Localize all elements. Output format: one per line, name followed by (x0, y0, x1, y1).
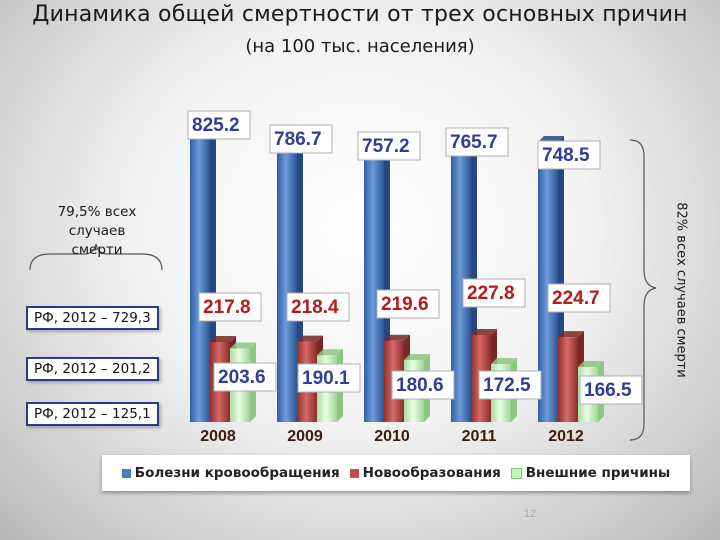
value-label-box (187, 110, 251, 140)
value-label-box (462, 278, 526, 308)
legend-swatch-red (349, 468, 359, 478)
rf-external-box: РФ, 2012 – 125,1 (26, 402, 159, 426)
value-label-group: 765.7 (445, 127, 509, 157)
value-label-group: 203.6 (213, 362, 277, 392)
value-label: 180.6 (396, 375, 444, 396)
value-label-group: 180.6 (391, 370, 455, 400)
share-note-left: 79,5% всех случаев смерти (42, 203, 152, 260)
value-label-box (445, 127, 509, 157)
value-label-group: 172.5 (478, 370, 542, 400)
value-label-box (286, 292, 350, 322)
value-label: 218.4 (291, 297, 339, 318)
legend-label: Болезни кровообращения (134, 465, 340, 481)
value-label: 190.1 (302, 368, 350, 389)
value-label-box (478, 370, 542, 400)
value-label: 748.5 (542, 145, 590, 166)
value-label: 217.8 (203, 297, 251, 318)
legend-item: Новообразования (349, 465, 501, 481)
rf-neoplasms-box: РФ, 2012 – 201,2 (26, 357, 159, 381)
bar-top (317, 349, 343, 356)
x-tick-label: 2008 (200, 428, 236, 445)
value-label: 786.7 (274, 129, 322, 150)
value-label-group: 825.2 (187, 110, 251, 140)
page-number: 12 (523, 508, 537, 520)
bar-circulatory (538, 142, 558, 422)
value-label-box (579, 375, 643, 405)
legend-swatch-blue (121, 468, 131, 478)
bar-circulatory (364, 140, 384, 422)
x-tick-label: 2009 (287, 428, 323, 445)
x-tick-label: 2011 (462, 428, 497, 445)
right-brace (629, 139, 657, 441)
x-tick-label: 2010 (374, 428, 410, 445)
value-label: 219.6 (381, 294, 429, 315)
value-label: 224.7 (552, 288, 600, 309)
share-note-line: 79,5% всех (57, 204, 137, 220)
value-label-group: 757.2 (357, 131, 421, 161)
value-label-box (213, 362, 277, 392)
bar-top (384, 334, 410, 341)
value-label: 166.5 (584, 380, 632, 401)
bar-top (491, 358, 517, 364)
bar-top (578, 361, 604, 367)
share-note-line: смерти (71, 242, 123, 258)
value-label-group: 166.5 (579, 375, 643, 405)
value-label: 203.6 (218, 367, 266, 388)
bar-top (210, 336, 236, 342)
bar-circulatory (451, 139, 471, 423)
chart-title: Динамика общей смертности от трех основн… (32, 2, 688, 27)
value-label-box (547, 283, 611, 313)
share-note-right: 82% всех случаев смерти (673, 202, 689, 378)
x-tick-label: 2012 (548, 428, 584, 445)
value-label-box (297, 363, 361, 393)
chart-subtitle: (на 100 тыс. населения) (245, 36, 475, 57)
value-label-box (537, 140, 601, 170)
value-label-group: 227.8 (462, 278, 526, 308)
value-label-group: 217.8 (198, 292, 262, 322)
bar-top (471, 329, 497, 335)
bar-top (558, 331, 584, 338)
value-label-group: 219.6 (376, 289, 440, 319)
value-label-box (357, 131, 421, 161)
legend-item: Внешние причины (510, 465, 671, 481)
rf-circulatory-box: РФ, 2012 – 729,3 (26, 306, 159, 330)
value-label-group: 748.5 (537, 140, 601, 170)
bar-circulatory (277, 135, 297, 423)
bar-top (297, 335, 323, 342)
legend-item: Болезни кровообращения (121, 465, 340, 481)
chart-legend: Болезни кровообращения Новообразования В… (102, 455, 690, 491)
value-label-box (198, 292, 262, 322)
value-label: 227.8 (467, 283, 515, 304)
bar-top (404, 353, 430, 360)
value-label: 765.7 (450, 132, 498, 153)
value-label-group: 218.4 (286, 292, 350, 322)
legend-swatch-green (510, 467, 522, 479)
legend-label: Внешние причины (525, 465, 671, 481)
legend-label: Новообразования (362, 465, 501, 481)
value-label-box (376, 289, 440, 319)
value-label-group: 224.7 (547, 283, 611, 313)
value-label-group: 190.1 (297, 363, 361, 393)
value-label: 757.2 (362, 136, 410, 157)
bar-circulatory (190, 128, 210, 422)
value-label: 825.2 (192, 115, 240, 136)
bar-neoplasms (558, 337, 578, 422)
value-label-box (269, 124, 333, 154)
left-brace (29, 243, 163, 271)
value-label: 172.5 (483, 375, 531, 396)
bar-top (230, 342, 256, 349)
value-label-box (391, 370, 455, 400)
value-label-group: 786.7 (269, 124, 333, 154)
share-note-line: случаев (68, 223, 126, 239)
